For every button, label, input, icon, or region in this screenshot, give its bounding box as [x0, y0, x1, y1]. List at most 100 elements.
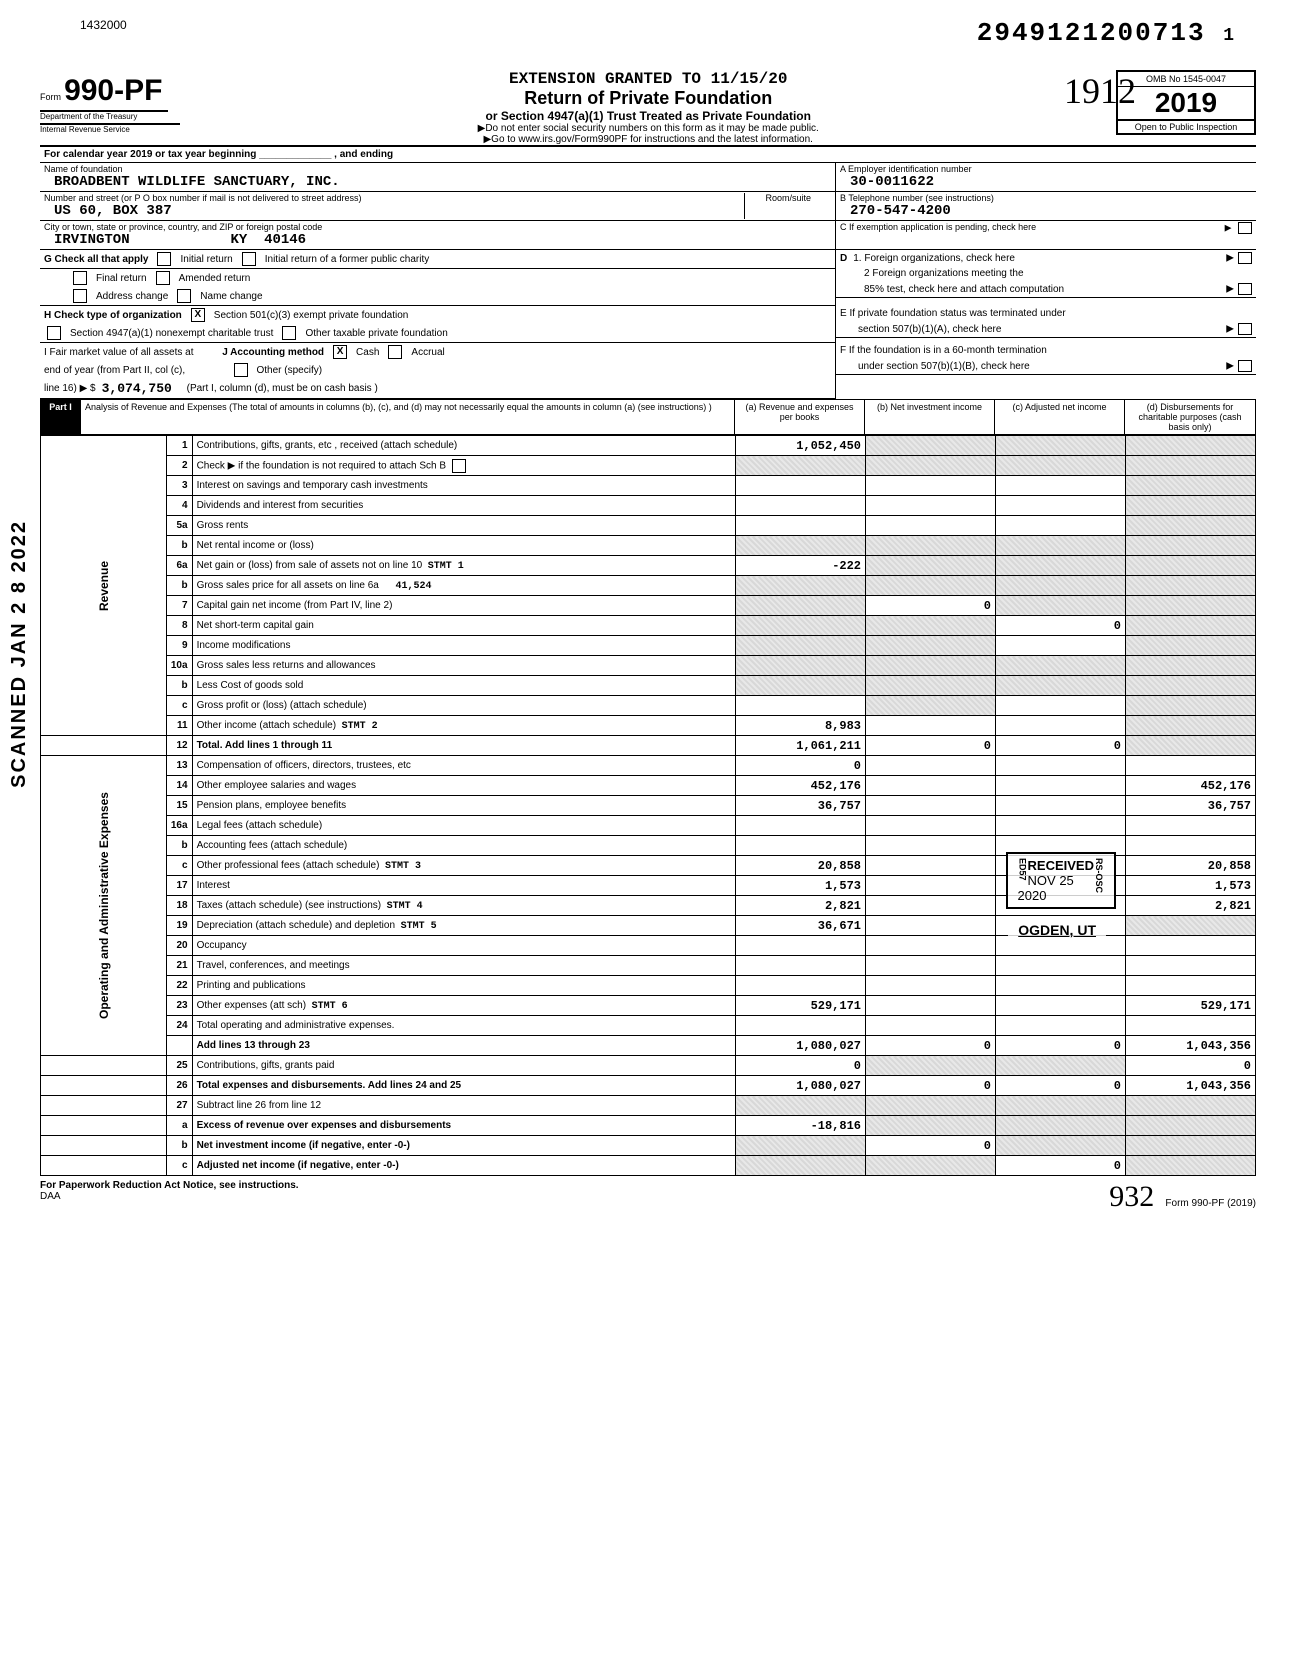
- row-12: 12Total. Add lines 1 through 111,061,211…: [41, 736, 1256, 756]
- checkbox-name-change[interactable]: [177, 289, 191, 303]
- row-23: 23Other expenses (att sch) STMT 6529,171…: [41, 996, 1256, 1016]
- row-27c: cAdjusted net income (if negative, enter…: [41, 1156, 1256, 1176]
- row-9: 9Income modifications: [41, 636, 1256, 656]
- handwritten-932: 932: [1109, 1180, 1154, 1213]
- omb-number: OMB No 1545-0047: [1116, 70, 1256, 86]
- exemption-pending-label: C If exemption application is pending, c…: [840, 222, 1036, 232]
- opt-501c3: Section 501(c)(3) exempt private foundat…: [214, 310, 409, 321]
- part1-tag: Part I: [41, 400, 81, 434]
- checkbox-501c3[interactable]: [191, 308, 205, 322]
- row-6a: 6aNet gain or (loss) from sale of assets…: [41, 556, 1256, 576]
- opt-final: Final return: [96, 273, 147, 284]
- col-d-head: (d) Disbursements for charitable purpose…: [1125, 400, 1255, 434]
- checkbox-4947[interactable]: [47, 326, 61, 340]
- e-label: E If private foundation status was termi…: [840, 308, 1066, 319]
- checkbox-initial-return[interactable]: [157, 252, 171, 266]
- d1-label: 1. Foreign organizations, check here: [853, 253, 1015, 264]
- checkbox-initial-former[interactable]: [242, 252, 256, 266]
- checkbox-final[interactable]: [73, 271, 87, 285]
- name-label: Name of foundation: [44, 164, 831, 174]
- opt-other-method: Other (specify): [257, 365, 323, 376]
- form-title: Return of Private Foundation: [180, 88, 1116, 109]
- row-13: Operating and Administrative Expenses 13…: [41, 756, 1256, 776]
- row-5b: bNet rental income or (loss): [41, 536, 1256, 556]
- row-27a: aExcess of revenue over expenses and dis…: [41, 1116, 1256, 1136]
- h-label: H Check type of organization: [44, 310, 182, 321]
- g-label: G Check all that apply: [44, 254, 148, 265]
- open-inspection: Open to Public Inspection: [1116, 121, 1256, 135]
- part1-desc: Analysis of Revenue and Expenses (The to…: [81, 400, 735, 434]
- row-6b: bGross sales price for all assets on lin…: [41, 576, 1256, 596]
- opt-accrual: Accrual: [411, 347, 444, 358]
- form-label: Form: [40, 92, 61, 102]
- checkbox-cash[interactable]: [333, 345, 347, 359]
- section-gd: G Check all that apply Initial return In…: [40, 250, 1256, 306]
- doc-number-right: 2949121200713 1: [977, 18, 1236, 48]
- checkbox-c[interactable]: [1238, 222, 1252, 234]
- checkbox-d1[interactable]: [1238, 252, 1252, 264]
- doc-number-left: 1432000: [80, 18, 127, 32]
- ogden-stamp: OGDEN, UT: [1008, 918, 1106, 942]
- d2b-label: 85% test, check here and attach computat…: [864, 284, 1064, 295]
- checkbox-d2[interactable]: [1238, 283, 1252, 295]
- checkbox-amended[interactable]: [156, 271, 170, 285]
- room-suite-label: Room/suite: [744, 193, 831, 219]
- opt-name: Name change: [200, 291, 262, 302]
- row-25: 25Contributions, gifts, grants paid00: [41, 1056, 1256, 1076]
- fmv-amount: 3,074,750: [102, 381, 172, 396]
- row-3: 3Interest on savings and temporary cash …: [41, 476, 1256, 496]
- opt-initial: Initial return: [180, 254, 232, 265]
- section-he: H Check type of organization Section 501…: [40, 306, 1256, 343]
- address-label: Number and street (or P O box number if …: [44, 193, 744, 203]
- street-address: US 60, BOX 387: [44, 203, 744, 219]
- zip: 40146: [264, 232, 306, 248]
- opt-amended: Amended return: [179, 273, 251, 284]
- handwritten-1912: 1912: [1064, 70, 1136, 112]
- city: IRVINGTON: [54, 232, 130, 248]
- paperwork-notice: For Paperwork Reduction Act Notice, see …: [40, 1180, 299, 1191]
- checkbox-e[interactable]: [1238, 323, 1252, 335]
- side-revenue: Revenue: [41, 436, 167, 736]
- part1-header: Part I Analysis of Revenue and Expenses …: [40, 399, 1256, 435]
- j-label: J Accounting method: [222, 347, 324, 358]
- d2-label: 2 Foreign organizations meeting the: [864, 268, 1024, 279]
- telephone-label: B Telephone number (see instructions): [840, 193, 1252, 203]
- checkbox-sch-b[interactable]: [452, 459, 466, 473]
- received-stamp: ED57 RECEIVED RS-OSC NOV 25 2020: [1006, 852, 1116, 909]
- side-expenses: Operating and Administrative Expenses: [41, 756, 167, 1056]
- section-if: I Fair market value of all assets at J A…: [40, 343, 1256, 399]
- checkbox-other-tax[interactable]: [282, 326, 296, 340]
- row-4: 4Dividends and interest from securities: [41, 496, 1256, 516]
- row-15: 15Pension plans, employee benefits36,757…: [41, 796, 1256, 816]
- form-footer: Form 990-PF (2019): [1165, 1198, 1256, 1209]
- form-number: 990-PF: [64, 74, 162, 107]
- footer: For Paperwork Reduction Act Notice, see …: [40, 1180, 1256, 1214]
- ein: 30-0011622: [840, 174, 1252, 190]
- row-14: 14Other employee salaries and wages452,1…: [41, 776, 1256, 796]
- checkbox-accrual[interactable]: [388, 345, 402, 359]
- row-24b: Add lines 13 through 231,080,027001,043,…: [41, 1036, 1256, 1056]
- row-10a: 10aGross sales less returns and allowanc…: [41, 656, 1256, 676]
- website-note: ▶Go to www.irs.gov/Form990PF for instruc…: [180, 134, 1116, 145]
- col-a-head: (a) Revenue and expenses per books: [735, 400, 865, 434]
- col-b-head: (b) Net investment income: [865, 400, 995, 434]
- daa: DAA: [40, 1191, 61, 1202]
- form-subtitle: or Section 4947(a)(1) Trust Treated as P…: [180, 109, 1116, 123]
- row-11: 11Other income (attach schedule) STMT 28…: [41, 716, 1256, 736]
- identity-grid: Name of foundation BROADBENT WILDLIFE SA…: [40, 163, 1256, 250]
- row-27b: bNet investment income (if negative, ent…: [41, 1136, 1256, 1156]
- checkbox-f[interactable]: [1238, 360, 1252, 372]
- checkbox-addr-change[interactable]: [73, 289, 87, 303]
- row-10b: bLess Cost of goods sold: [41, 676, 1256, 696]
- state: KY: [230, 232, 247, 248]
- checkbox-other-method[interactable]: [234, 363, 248, 377]
- row-24: 24Total operating and administrative exp…: [41, 1016, 1256, 1036]
- row-10c: cGross profit or (loss) (attach schedule…: [41, 696, 1256, 716]
- foundation-name: BROADBENT WILDLIFE SANCTUARY, INC.: [44, 174, 831, 190]
- tax-year: 2019: [1116, 86, 1256, 121]
- city-label: City or town, state or province, country…: [44, 222, 831, 232]
- ein-label: A Employer identification number: [840, 164, 1252, 174]
- col-c-head: (c) Adjusted net income: [995, 400, 1125, 434]
- ssn-note: ▶Do not enter social security numbers on…: [180, 123, 1116, 134]
- f-label: F If the foundation is in a 60-month ter…: [840, 345, 1047, 356]
